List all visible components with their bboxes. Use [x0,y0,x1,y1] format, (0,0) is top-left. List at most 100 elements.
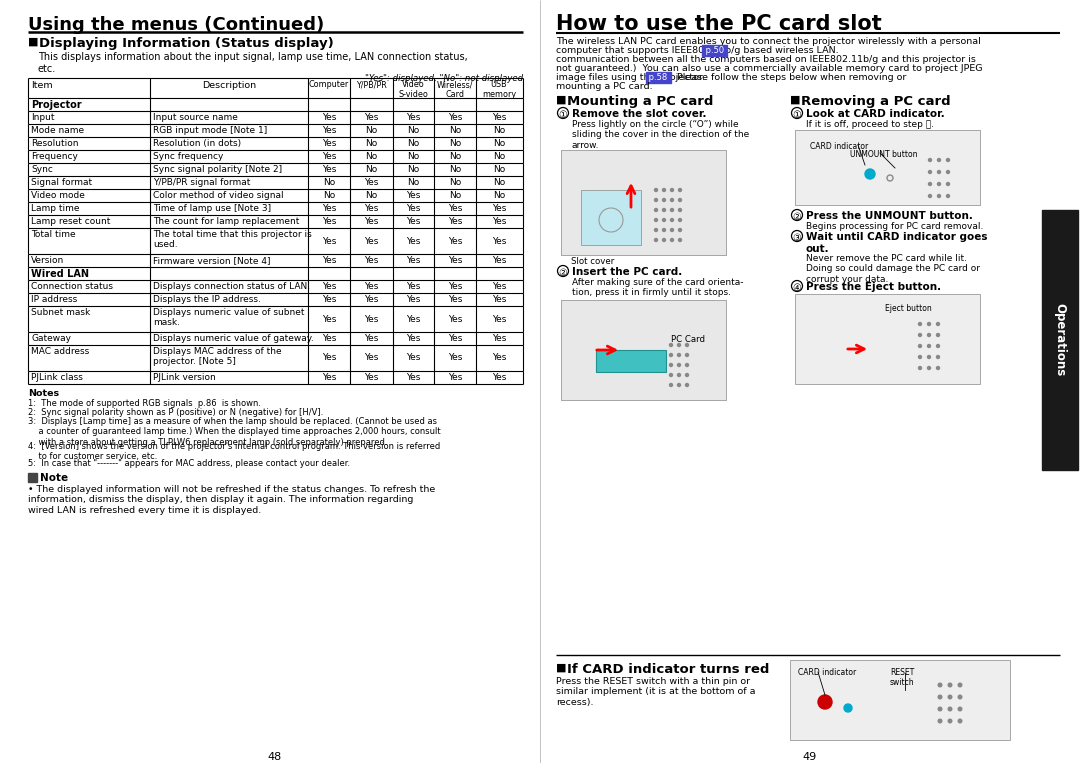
Circle shape [662,188,665,192]
Circle shape [937,182,941,185]
Circle shape [939,683,942,687]
Text: CARD indicator: CARD indicator [798,668,856,677]
Text: ■: ■ [789,95,800,105]
Circle shape [671,188,674,192]
Text: No: No [365,139,377,148]
Text: Yes: Yes [406,113,420,122]
Text: No: No [449,139,461,148]
Text: Yes: Yes [448,113,462,122]
Circle shape [671,228,674,231]
Circle shape [818,695,832,709]
Text: Resolution: Resolution [31,139,79,148]
Circle shape [677,363,680,366]
Text: Yes: Yes [406,314,420,324]
Text: Notes: Notes [28,389,59,398]
Text: Signal format: Signal format [31,178,92,187]
Text: Yes: Yes [364,217,378,226]
Text: Removing a PC card: Removing a PC card [801,95,950,108]
Text: Yes: Yes [406,282,420,291]
Text: Yes: Yes [322,353,336,362]
Text: Yes: Yes [491,113,507,122]
Text: Description: Description [202,81,256,90]
Text: ■: ■ [556,663,567,673]
Text: 49: 49 [802,752,818,762]
Text: Press the Eject button.: Press the Eject button. [806,282,941,292]
Text: No: No [365,152,377,161]
Text: No: No [365,165,377,174]
Circle shape [662,218,665,221]
Circle shape [946,170,949,173]
Circle shape [958,683,962,687]
Bar [581,190,642,245]
Text: ④: ④ [793,283,801,293]
Text: No: No [407,152,419,161]
Circle shape [937,170,941,173]
Bar [28,473,37,482]
Circle shape [929,182,931,185]
Circle shape [654,218,658,221]
Text: Yes: Yes [364,373,378,382]
Text: p.58: p.58 [646,73,671,82]
Text: No: No [407,139,419,148]
Text: Yes: Yes [406,204,420,213]
Circle shape [686,363,689,366]
Text: Yes: Yes [364,204,378,213]
Text: RGB input mode [Note 1]: RGB input mode [Note 1] [153,126,267,135]
Text: Yes: Yes [491,373,507,382]
Text: ①: ① [793,110,801,120]
Text: computer that supports IEEE802.11b/g based wireless LAN.: computer that supports IEEE802.11b/g bas… [556,46,845,55]
Text: not guaranteed.)  You can also use a commercially available memory card to proje: not guaranteed.) You can also use a comm… [556,64,983,73]
Text: Note: Note [40,473,68,483]
Text: Yes: Yes [406,334,420,343]
Text: No: No [407,178,419,187]
Text: No: No [323,178,335,187]
Text: Yes: Yes [448,334,462,343]
Text: Yes: Yes [491,217,507,226]
Text: Projector: Projector [31,100,82,110]
Text: Yes: Yes [322,139,336,148]
Text: Yes: Yes [364,178,378,187]
Text: Yes: Yes [491,282,507,291]
Circle shape [671,208,674,211]
Circle shape [929,195,931,198]
Text: Operations: Operations [1053,304,1067,377]
Text: Yes: Yes [364,314,378,324]
Text: PJLink class: PJLink class [31,373,83,382]
Text: 48: 48 [268,752,282,762]
Text: No: No [449,126,461,135]
Circle shape [686,374,689,376]
Text: USB
memory: USB memory [482,80,516,99]
Text: Yes: Yes [406,237,420,246]
Text: image files using this projector.: image files using this projector. [556,73,711,82]
Text: ②: ② [793,212,801,222]
Circle shape [654,198,658,201]
Circle shape [918,323,921,326]
Text: Yes: Yes [448,217,462,226]
Text: p.50: p.50 [703,46,727,55]
Circle shape [686,384,689,387]
Circle shape [670,374,673,376]
Circle shape [936,356,940,359]
Text: Yes: Yes [406,373,420,382]
Text: mounting a PC card.: mounting a PC card. [556,82,652,91]
Text: Press lightly on the circle (“O”) while
sliding the cover in the direction of th: Press lightly on the circle (“O”) while … [572,120,750,150]
Circle shape [946,195,949,198]
Text: This displays information about the input signal, lamp use time, LAN connection : This displays information about the inpu… [38,52,468,73]
Circle shape [670,363,673,366]
Text: Yes: Yes [364,237,378,246]
Text: ■: ■ [556,95,567,105]
Circle shape [843,704,852,712]
Text: Yes: Yes [448,237,462,246]
Text: Lamp time: Lamp time [31,204,80,213]
Text: ②: ② [558,268,567,278]
Text: Begins processing for PC card removal.: Begins processing for PC card removal. [806,222,984,231]
Circle shape [678,218,681,221]
Text: Yes: Yes [322,204,336,213]
Text: Video mode: Video mode [31,191,85,200]
Text: 1:  The mode of supported RGB signals  p.86  is shown.: 1: The mode of supported RGB signals p.8… [28,399,261,408]
Text: No: No [407,165,419,174]
Circle shape [678,198,681,201]
Text: Sync frequency: Sync frequency [153,152,224,161]
Text: Yes: Yes [448,256,462,265]
Text: No: No [449,178,461,187]
